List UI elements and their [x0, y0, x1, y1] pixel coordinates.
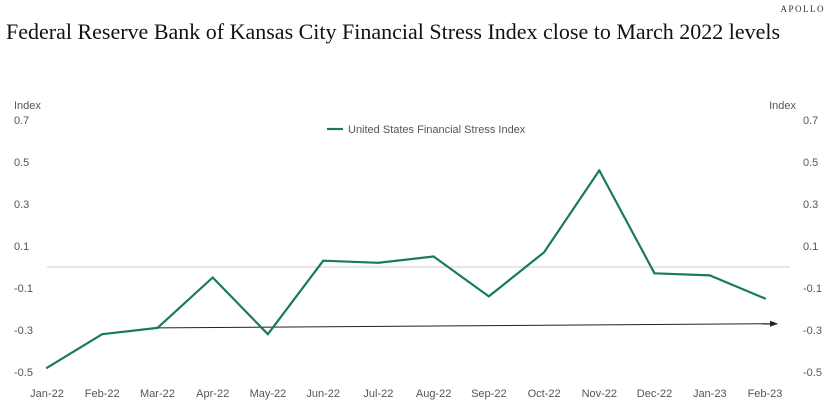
x-tick-label: Sep-22	[471, 388, 506, 400]
data-point	[487, 295, 490, 298]
data-point	[598, 169, 601, 172]
data-point	[763, 297, 767, 300]
y-axis-left-title: Index	[14, 100, 41, 112]
brand-logo: APOLLO	[780, 4, 825, 14]
data-point	[653, 272, 656, 275]
x-tick-label: Nov-22	[582, 388, 617, 400]
data-point	[156, 326, 159, 329]
data-point	[377, 261, 380, 264]
x-tick-label: Aug-22	[416, 388, 451, 400]
x-tick-label: Jan-22	[30, 388, 64, 400]
x-tick-label: Oct-22	[528, 388, 561, 400]
x-tick-label: Feb-22	[85, 388, 120, 400]
y-tick-right: -0.5	[803, 367, 822, 379]
y-tick-right: -0.3	[803, 325, 822, 337]
x-tick-label: May-22	[250, 388, 287, 400]
data-point	[211, 276, 214, 279]
y-tick-left: 0.5	[14, 157, 29, 169]
data-point	[432, 255, 435, 258]
data-point	[322, 259, 325, 262]
y-tick-right: 0.1	[803, 241, 818, 253]
x-tick-label: Dec-22	[637, 388, 672, 400]
data-point	[708, 274, 711, 277]
data-point	[542, 251, 546, 254]
x-tick-label: Jan-23	[693, 388, 727, 400]
y-tick-left: -0.5	[14, 367, 33, 379]
trend-arrow	[157, 320, 778, 329]
y-tick-right: 0.7	[803, 115, 818, 127]
x-tick-label: Apr-22	[196, 388, 229, 400]
y-tick-left: 0.1	[14, 241, 29, 253]
x-tick-label: Feb-23	[748, 388, 783, 400]
y-tick-left: -0.3	[14, 325, 33, 337]
data-point	[266, 333, 270, 336]
x-tick-label: Jun-22	[306, 388, 340, 400]
data-point	[101, 333, 104, 336]
chart-title: Federal Reserve Bank of Kansas City Fina…	[6, 19, 781, 44]
y-tick-right: 0.3	[803, 199, 818, 211]
data-point	[45, 366, 49, 369]
series-line	[46, 169, 766, 369]
y-axis-right-title: Index	[769, 100, 796, 112]
x-tick-label: Jul-22	[363, 388, 393, 400]
y-tick-right: 0.5	[803, 157, 818, 169]
y-tick-left: -0.1	[14, 283, 33, 295]
x-tick-label: Mar-22	[140, 388, 175, 400]
y-tick-left: 0.7	[14, 115, 29, 127]
legend-label: United States Financial Stress Index	[348, 124, 526, 136]
y-tick-right: -0.1	[803, 283, 822, 295]
y-tick-left: 0.3	[14, 199, 29, 211]
